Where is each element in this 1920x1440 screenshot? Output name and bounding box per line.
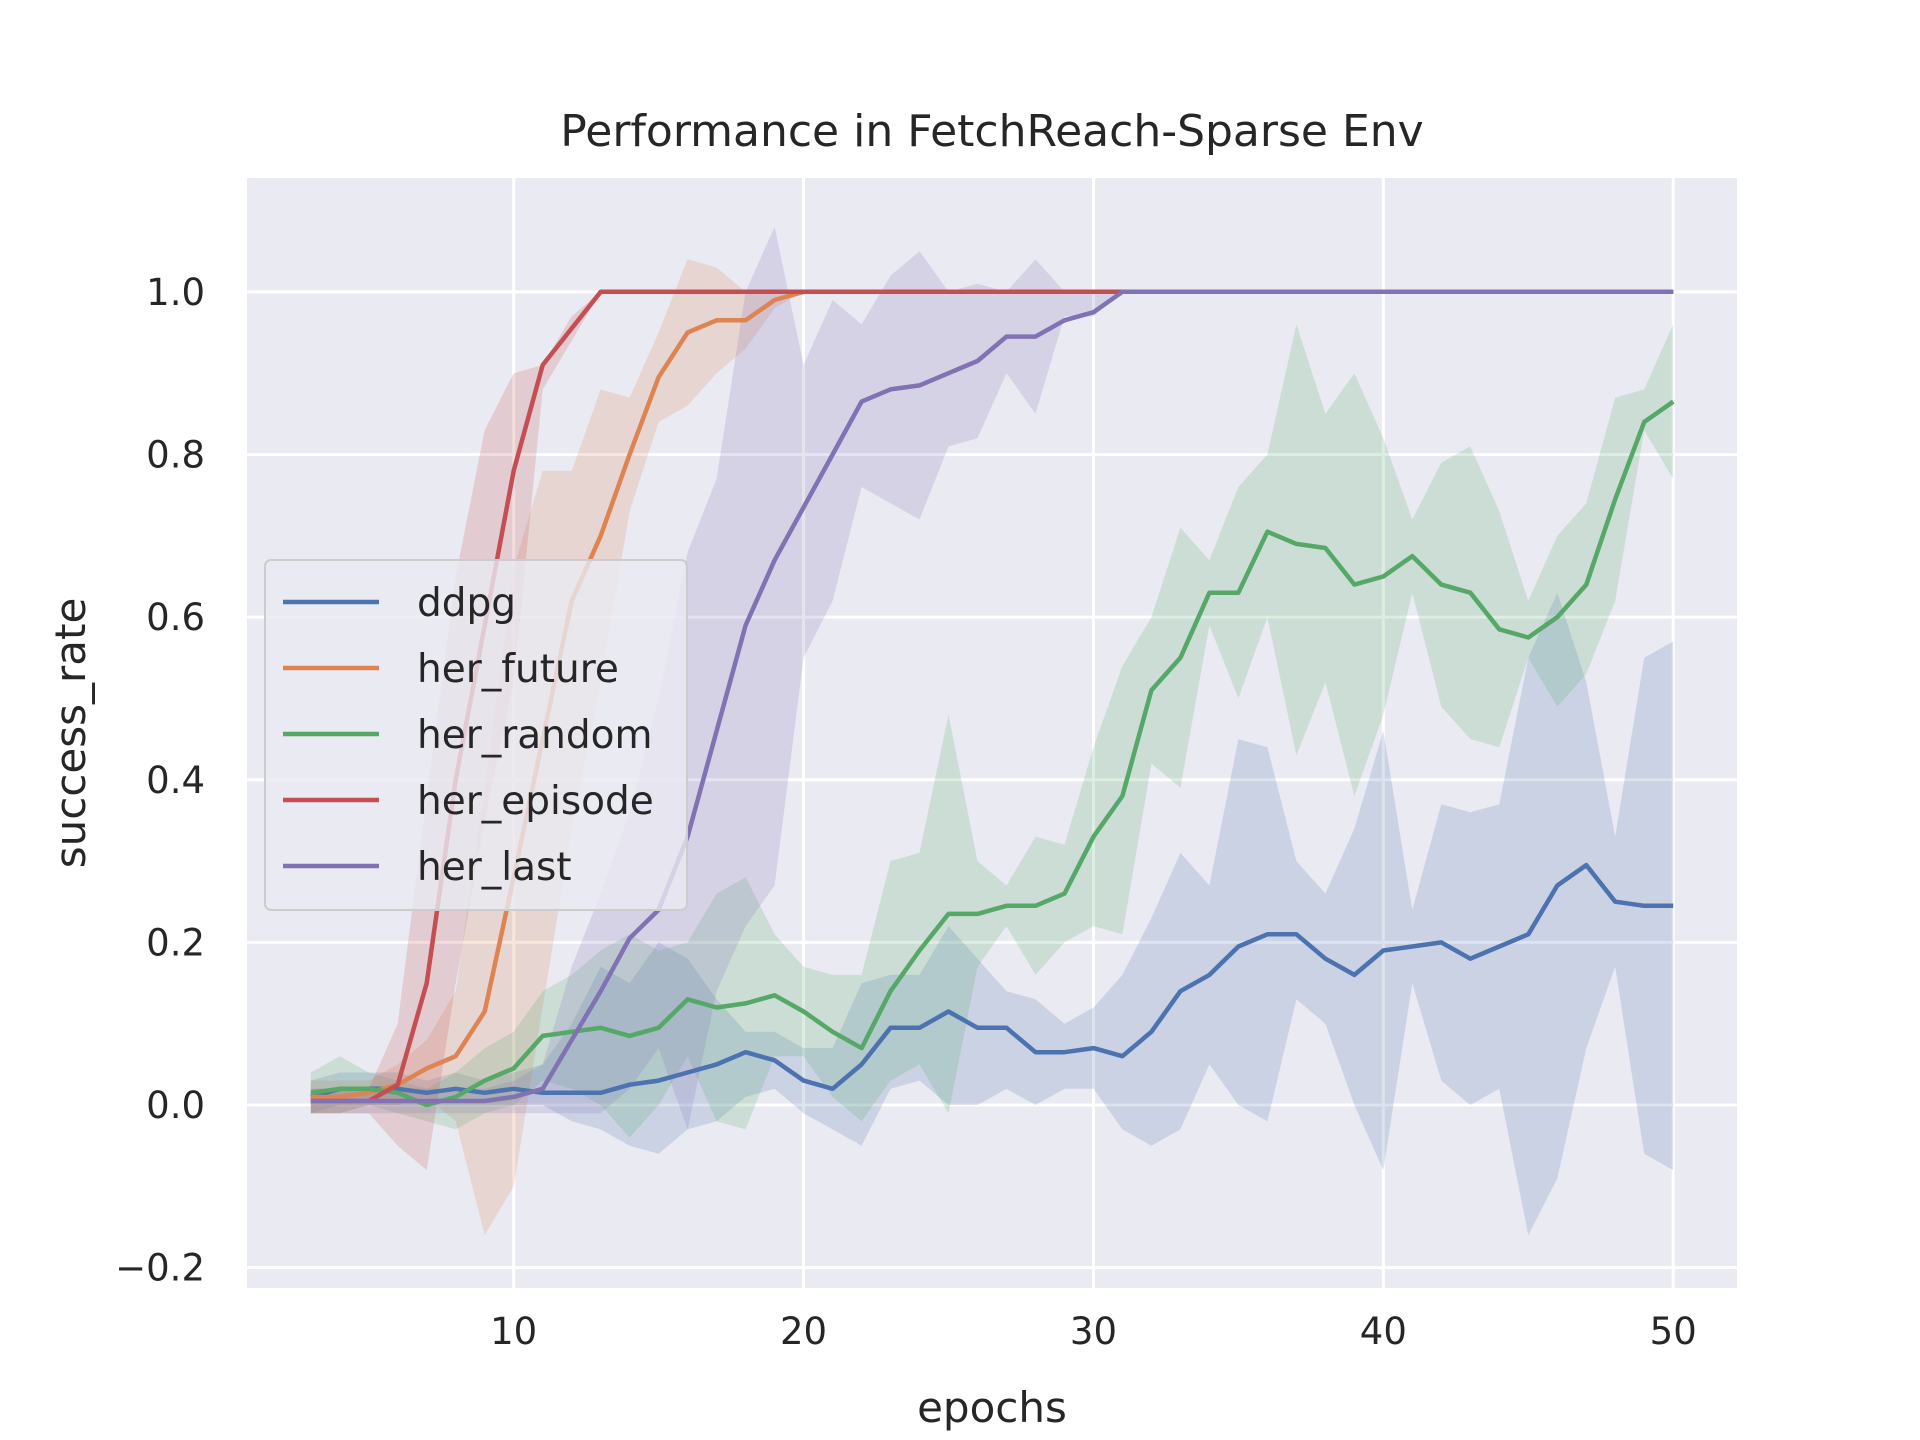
x-tick-label: 30 — [1070, 1310, 1117, 1353]
legend-box — [264, 559, 688, 911]
legend-label: ddpg — [417, 581, 516, 626]
y-tick-label: 1.0 — [146, 271, 205, 314]
legend-label: her_episode — [417, 779, 654, 824]
legend-label: her_last — [417, 845, 572, 890]
x-tick-label: 10 — [490, 1310, 537, 1353]
legend-label: her_random — [417, 713, 653, 758]
line-her-last — [310, 289, 1674, 1104]
x-axis-ticks: 10 20 30 40 50 — [490, 1310, 1697, 1353]
y-axis-ticks: −0.2 0.0 0.2 0.4 0.6 0.8 1.0 — [115, 271, 205, 1290]
line-her-random — [310, 399, 1675, 1108]
band-her-random — [310, 324, 1674, 1138]
chart-title: Performance in FetchReach-Sparse Env — [560, 106, 1423, 157]
y-tick-label: 0.2 — [146, 921, 205, 964]
y-tick-label: 0.6 — [146, 596, 205, 639]
legend: ddpg her_future her_random her_episode her_l… — [264, 559, 688, 911]
legend-label: her_future — [417, 647, 619, 692]
x-tick-label: 40 — [1360, 1310, 1407, 1353]
y-tick-label: 0.0 — [146, 1084, 205, 1127]
x-tick-label: 20 — [780, 1310, 827, 1353]
band-ddpg — [310, 592, 1674, 1236]
y-axis-label: success_rate — [46, 598, 95, 869]
y-tick-label: 0.8 — [146, 433, 205, 476]
x-axis-label: epochs — [917, 1383, 1067, 1432]
y-tick-label: −0.2 — [115, 1247, 205, 1290]
x-tick-label: 50 — [1650, 1310, 1697, 1353]
y-tick-label: 0.4 — [146, 759, 205, 802]
